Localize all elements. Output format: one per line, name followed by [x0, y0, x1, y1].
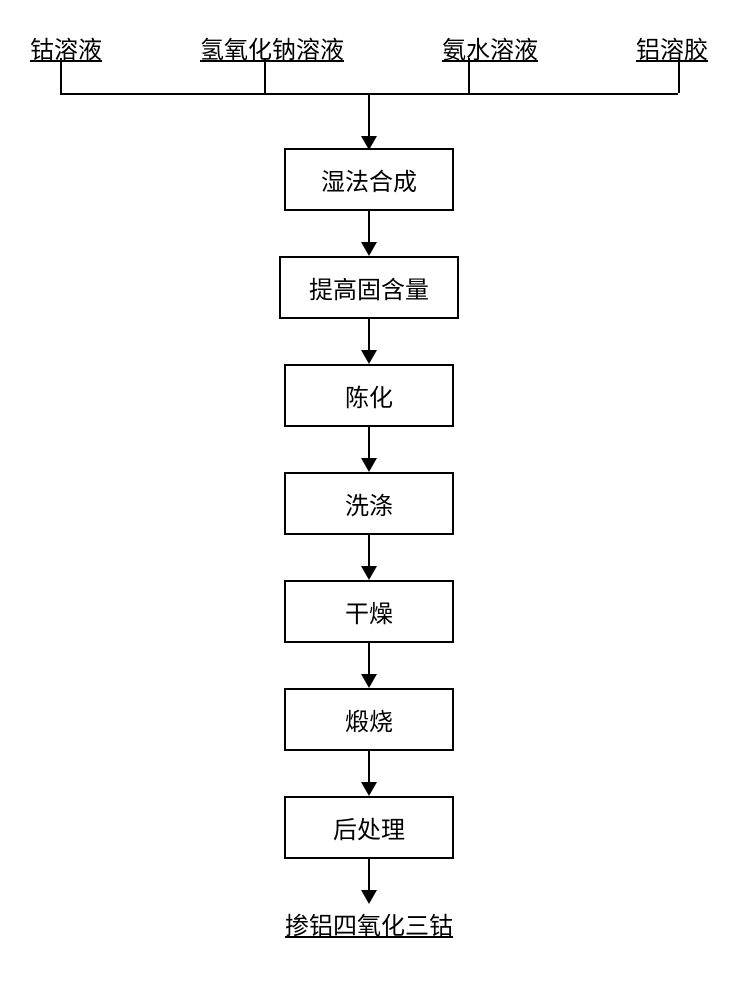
drop-line-1 [60, 58, 62, 93]
arrow-head-icon [361, 350, 377, 364]
process-label: 洗涤 [345, 494, 393, 520]
arrow-connector [361, 859, 377, 904]
arrow-stem [368, 859, 370, 891]
arrow-stem [368, 427, 370, 459]
process-label: 后处理 [333, 818, 405, 844]
drop-line-2 [264, 58, 266, 93]
arrow-head-icon [361, 458, 377, 472]
arrow-stem [368, 535, 370, 567]
process-label: 煅烧 [345, 710, 393, 736]
process-box-washing: 洗涤 [284, 472, 454, 535]
arrow-connector [361, 319, 377, 364]
process-box-drying: 干燥 [284, 580, 454, 643]
arrow-connector [361, 427, 377, 472]
arrow-head-icon [361, 242, 377, 256]
arrow-head-icon [361, 674, 377, 688]
process-label: 干燥 [345, 602, 393, 628]
process-box-calcination: 煅烧 [284, 688, 454, 751]
process-box-post-processing: 后处理 [284, 796, 454, 859]
process-box-wet-synthesis: 湿法合成 [284, 148, 454, 211]
process-box-aging: 陈化 [284, 364, 454, 427]
output-product-label: 掺铝四氧化三钴 [285, 906, 453, 941]
process-label: 提高固含量 [309, 278, 429, 304]
arrow-stem [368, 643, 370, 675]
input-connector [60, 58, 678, 148]
arrow-connector [361, 211, 377, 256]
process-flow-column: 湿法合成 提高固含量 陈化 洗涤 干燥 煅烧 后处理 [279, 148, 459, 941]
process-label: 湿法合成 [321, 170, 417, 196]
process-label: 陈化 [345, 386, 393, 412]
process-box-increase-solid: 提高固含量 [279, 256, 459, 319]
arrow-head-icon [361, 890, 377, 904]
arrow-connector [361, 751, 377, 796]
drop-line-4 [678, 58, 680, 93]
arrow-head-icon [361, 782, 377, 796]
main-stem-line [368, 93, 370, 138]
arrow-stem [368, 319, 370, 351]
arrow-stem [368, 751, 370, 783]
arrow-connector [361, 535, 377, 580]
arrow-stem [368, 211, 370, 243]
arrow-head-icon [361, 566, 377, 580]
drop-line-3 [468, 58, 470, 93]
arrow-connector [361, 643, 377, 688]
